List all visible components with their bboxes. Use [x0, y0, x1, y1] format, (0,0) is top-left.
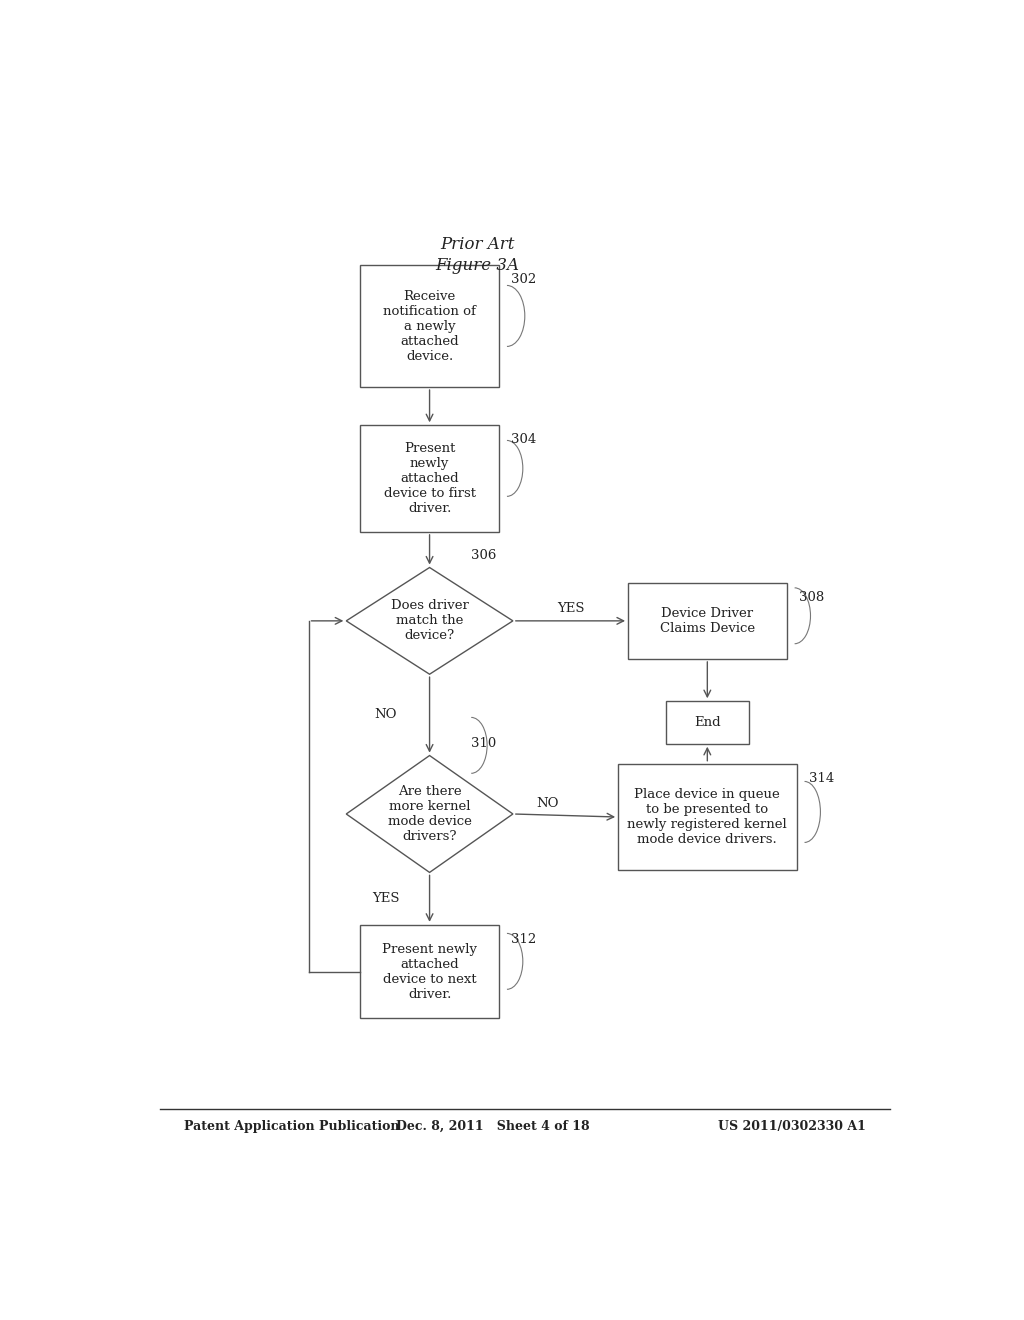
Text: Device Driver
Claims Device: Device Driver Claims Device	[659, 607, 755, 635]
Text: Present newly
attached
device to next
driver.: Present newly attached device to next dr…	[382, 942, 477, 1001]
Text: NO: NO	[537, 797, 559, 810]
Polygon shape	[346, 568, 513, 675]
Text: Place device in queue
to be presented to
newly registered kernel
mode device dri: Place device in queue to be presented to…	[628, 788, 787, 846]
Bar	[618, 764, 797, 870]
Text: Are there
more kernel
mode device
drivers?: Are there more kernel mode device driver…	[388, 785, 471, 843]
Bar	[360, 925, 499, 1018]
Bar	[360, 425, 499, 532]
Text: 304: 304	[511, 433, 537, 446]
Text: Prior Art: Prior Art	[440, 236, 514, 253]
Text: Present
newly
attached
device to first
driver.: Present newly attached device to first d…	[384, 442, 475, 515]
Text: End: End	[694, 715, 721, 729]
Polygon shape	[346, 755, 513, 873]
Bar	[666, 701, 749, 744]
Text: 302: 302	[511, 273, 537, 286]
Text: YES: YES	[372, 892, 399, 906]
Text: NO: NO	[375, 709, 397, 721]
Text: 314: 314	[809, 772, 834, 785]
Text: Does driver
match the
device?: Does driver match the device?	[390, 599, 469, 643]
Text: 312: 312	[511, 933, 537, 946]
Text: YES: YES	[557, 602, 584, 615]
Text: Dec. 8, 2011   Sheet 4 of 18: Dec. 8, 2011 Sheet 4 of 18	[396, 1119, 590, 1133]
Text: Patent Application Publication: Patent Application Publication	[183, 1119, 399, 1133]
Bar	[360, 265, 499, 387]
Text: US 2011/0302330 A1: US 2011/0302330 A1	[718, 1119, 866, 1133]
Text: Receive
notification of
a newly
attached
device.: Receive notification of a newly attached…	[383, 289, 476, 363]
Text: 306: 306	[471, 549, 497, 562]
Text: 308: 308	[799, 591, 824, 603]
Text: 310: 310	[471, 738, 497, 751]
Bar	[628, 582, 786, 659]
Text: Figure 3A: Figure 3A	[435, 256, 519, 273]
